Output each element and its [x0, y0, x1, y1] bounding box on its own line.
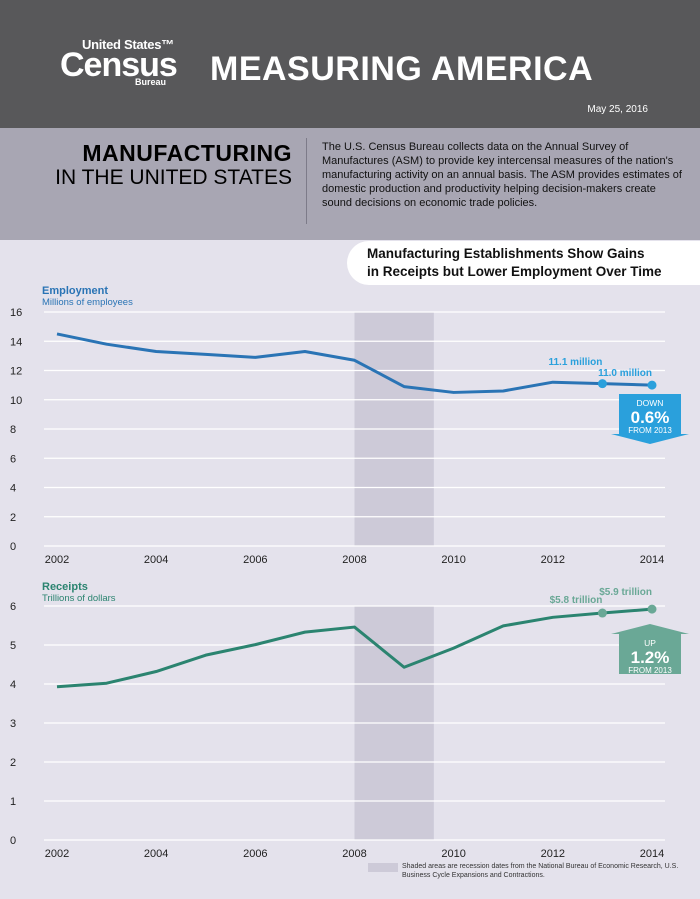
- data-label: 11.1 million: [548, 357, 602, 368]
- x-tick-label: 2008: [342, 848, 366, 860]
- x-tick-label: 2012: [541, 554, 565, 566]
- y-tick-label: 12: [10, 366, 22, 378]
- x-tick-label: 2002: [45, 554, 69, 566]
- page-title: MEASURING AMERICA: [210, 50, 594, 88]
- x-tick-label: 2014: [640, 554, 664, 566]
- x-tick-label: 2006: [243, 554, 267, 566]
- change-percent: 1.2%: [631, 648, 670, 667]
- y-tick-label: 6: [10, 601, 16, 613]
- change-since-label: FROM 2013: [628, 426, 672, 435]
- series-line: [56, 332, 653, 394]
- intro-subheading: IN THE UNITED STATES: [55, 166, 292, 189]
- callout-line-1: Manufacturing Establishments Show Gains: [367, 246, 645, 261]
- data-point: [647, 380, 657, 390]
- y-tick-label: 1: [10, 796, 16, 808]
- change-direction-label: DOWN: [637, 398, 664, 408]
- footnote: Shaded areas are recession dates from th…: [402, 863, 679, 879]
- change-down-arrow: [611, 394, 689, 444]
- series-line: [56, 607, 653, 689]
- recession-legend-swatch: [368, 863, 398, 872]
- logo-bureau: Bureau: [135, 77, 167, 87]
- publish-date: May 25, 2016: [587, 104, 648, 115]
- change-direction-label: UP: [644, 638, 656, 648]
- data-label: 11.0 million: [598, 368, 652, 379]
- change-percent: 0.6%: [631, 408, 670, 427]
- y-tick-label: 0: [10, 541, 16, 553]
- data-label: $5.9 trillion: [599, 587, 652, 598]
- x-tick-label: 2010: [441, 554, 465, 566]
- header-bar: United States™ Census Bureau MEASURING A…: [0, 0, 700, 128]
- callout-line-2: in Receipts but Lower Employment Over Ti…: [367, 264, 662, 279]
- y-tick-label: 3: [10, 718, 16, 730]
- x-tick-label: 2004: [144, 848, 168, 860]
- chart-receipts: 0 1 2 3 4 5 6 2002 2004 2006 2008 2010 2012 2014 Recei…: [10, 581, 689, 860]
- x-tick-label: 2010: [441, 848, 465, 860]
- y-tick-label: 14: [10, 336, 22, 348]
- x-tick-label: 2002: [45, 848, 69, 860]
- logo-census: Census: [60, 46, 178, 84]
- y-tick-label: 4: [10, 679, 16, 691]
- x-tick-label: 2008: [342, 554, 366, 566]
- y-tick-label: 2: [10, 757, 16, 769]
- y-axis-label: Millions of employees: [42, 297, 133, 308]
- y-tick-label: 16: [10, 307, 22, 319]
- y-tick-label: 10: [10, 395, 22, 407]
- x-tick-label: 2014: [640, 848, 664, 860]
- chart-employment: 0 2 4 6 8 10 12 14 16 2002 2004 2006 2008 2010 2012 201…: [10, 285, 689, 566]
- y-tick-label: 4: [10, 483, 16, 495]
- y-tick-label: 8: [10, 424, 16, 436]
- x-tick-label: 2012: [541, 848, 565, 860]
- change-since-label: FROM 2013: [628, 666, 672, 675]
- intro-panel: MANUFACTURING IN THE UNITED STATES The U…: [0, 128, 700, 240]
- y-tick-label: 6: [10, 453, 16, 465]
- data-point: [597, 379, 607, 389]
- y-tick-label: 0: [10, 835, 16, 847]
- chart-title: Receipts: [42, 581, 88, 593]
- y-tick-label: 2: [10, 512, 16, 524]
- logo-united-states: United States™: [82, 37, 174, 52]
- y-tick-label: 5: [10, 640, 16, 652]
- x-tick-label: 2004: [144, 554, 168, 566]
- data-point: [597, 608, 607, 618]
- data-label: $5.8 trillion: [550, 595, 603, 606]
- y-axis-label: Trillions of dollars: [42, 593, 116, 604]
- headline-callout: Manufacturing Establishments Show Gains …: [347, 241, 700, 285]
- data-point: [647, 604, 657, 614]
- x-tick-label: 2006: [243, 848, 267, 860]
- intro-heading: MANUFACTURING: [82, 140, 292, 166]
- change-up-arrow: [611, 624, 689, 674]
- intro-divider: [306, 138, 307, 224]
- chart-title: Employment: [42, 285, 108, 297]
- intro-description: The U.S. Census Bureau collects data on …: [322, 141, 682, 209]
